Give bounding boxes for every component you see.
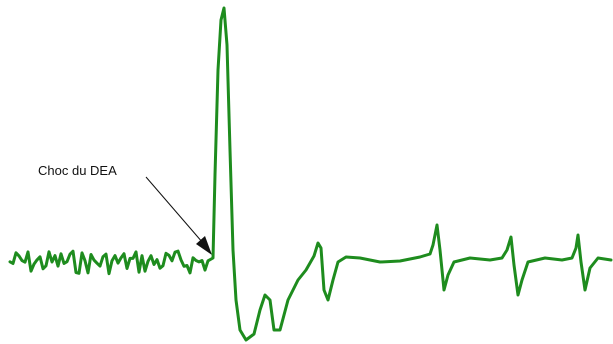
annotation-arrow-line [145, 176, 204, 244]
annotation-label: Choc du DEA [38, 163, 117, 178]
annotation-arrowhead [196, 236, 212, 255]
ecg-trace [8, 6, 613, 342]
annotation-group: Choc du DEA [38, 163, 212, 255]
